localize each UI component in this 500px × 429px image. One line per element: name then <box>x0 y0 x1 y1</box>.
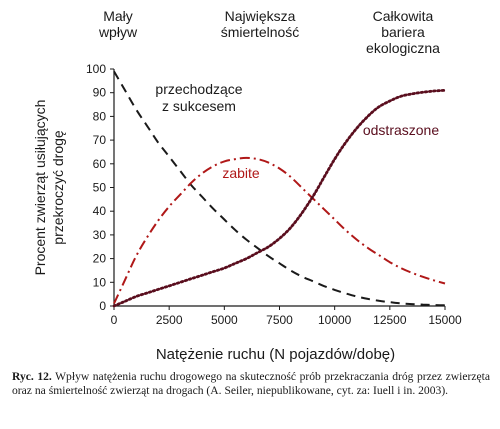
x-tick-label: 10000 <box>318 313 352 327</box>
zone-label-2-line-2: śmiertelność <box>221 24 300 40</box>
x-tick-label: 5000 <box>211 313 238 327</box>
series-label-odstraszone: odstraszone <box>363 122 439 138</box>
y-tick-label: 80 <box>93 109 107 123</box>
y-tick-label: 10 <box>93 275 107 289</box>
y-tick-label: 0 <box>99 299 106 313</box>
x-tick-label: 0 <box>111 313 118 327</box>
series-line-1 <box>113 70 446 307</box>
series-label-przechodzace-line-1: przechodzące <box>155 81 242 97</box>
y-tick-label: 50 <box>93 181 107 195</box>
x-tick-label: 12500 <box>373 313 407 327</box>
series-label-przechodzace-line-2: z sukcesem <box>162 98 236 114</box>
zone-label-3-line-1: Całkowita <box>373 8 434 24</box>
x-tick-label: 15000 <box>428 313 462 327</box>
series-label-zabite: zabite <box>222 165 260 181</box>
figure-caption: Ryc. 12. Wpływ natężenia ruchu drogowego… <box>12 370 490 398</box>
zone-label-3-line-3: ekologiczna <box>366 40 440 56</box>
y-tick-label: 40 <box>93 204 107 218</box>
zone-label-1-line-2: wpływ <box>98 24 138 40</box>
chart: 0 10 20 30 40 50 60 70 80 90 100 0 2500 5000 7500 10000… <box>32 8 462 363</box>
series-line-3 <box>112 88 447 308</box>
y-tick-label: 60 <box>93 157 107 171</box>
y-tick-label: 100 <box>86 62 106 76</box>
caption-label: Ryc. 12. <box>12 370 52 383</box>
series-line-2 <box>113 156 446 305</box>
y-axis-label-line-2: przekroczyć drogę <box>50 130 66 245</box>
y-tick-label: 20 <box>93 252 107 266</box>
x-tick-label: 7500 <box>266 313 293 327</box>
y-tick-label: 70 <box>93 133 107 147</box>
y-tick-label: 30 <box>93 228 107 242</box>
y-tick-label: 90 <box>93 86 107 100</box>
x-tick-label: 2500 <box>156 313 183 327</box>
zone-label-1-line-1: Mały <box>103 8 133 24</box>
zone-label-2-line-1: Największa <box>225 8 296 24</box>
zone-label-3-line-2: bariera <box>381 24 425 40</box>
caption-text: Wpływ natężenia ruchu drogowego na skute… <box>12 370 490 397</box>
y-axis-label-line-1: Procent zwierząt usiłujących <box>32 100 48 276</box>
x-axis-label: Natężenie ruchu (N pojazdów/dobę) <box>156 346 395 363</box>
